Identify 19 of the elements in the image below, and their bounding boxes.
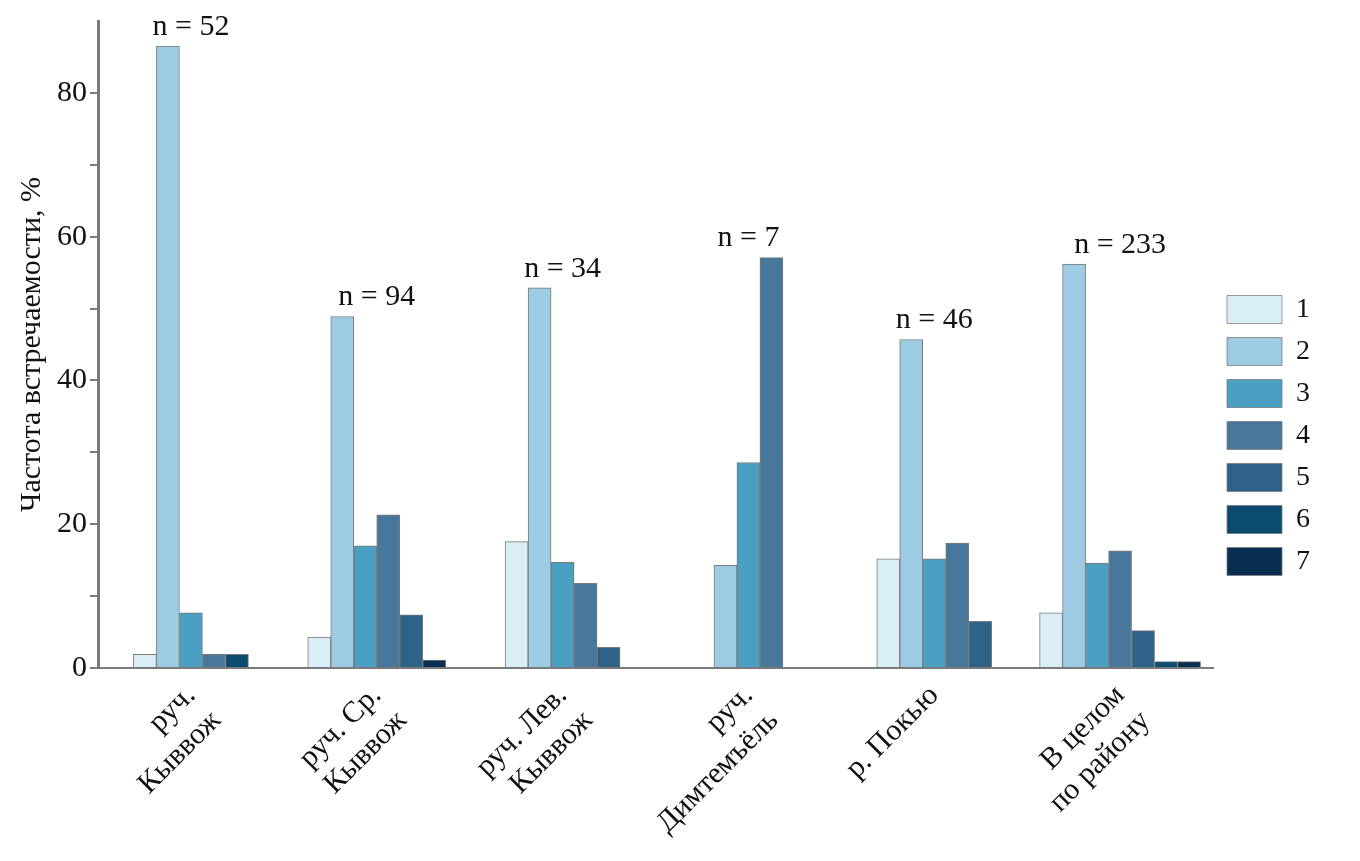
- legend-label: 5: [1296, 459, 1310, 491]
- y-tick-label: 20: [57, 505, 87, 539]
- y-axis-title: Частота встречаемости, %: [12, 177, 46, 513]
- annotation: n = 7: [717, 219, 780, 253]
- y-tick-label: 60: [57, 217, 87, 251]
- y-tick-label: 0: [72, 648, 87, 682]
- y-tick-label: 80: [57, 73, 87, 107]
- legend-label: 7: [1296, 543, 1310, 575]
- annotation: n = 34: [524, 249, 602, 283]
- annotation: n = 46: [895, 301, 973, 335]
- legend-label: 6: [1296, 501, 1310, 533]
- y-tick-label: 40: [57, 361, 87, 395]
- annotation: n = 233: [1074, 225, 1167, 259]
- annotation: n = 94: [338, 278, 416, 312]
- annotation: n = 52: [152, 8, 230, 42]
- legend-label: 2: [1296, 333, 1310, 365]
- legend-label: 4: [1296, 417, 1310, 449]
- legend-label: 1: [1296, 291, 1310, 323]
- legend-label: 3: [1296, 375, 1310, 407]
